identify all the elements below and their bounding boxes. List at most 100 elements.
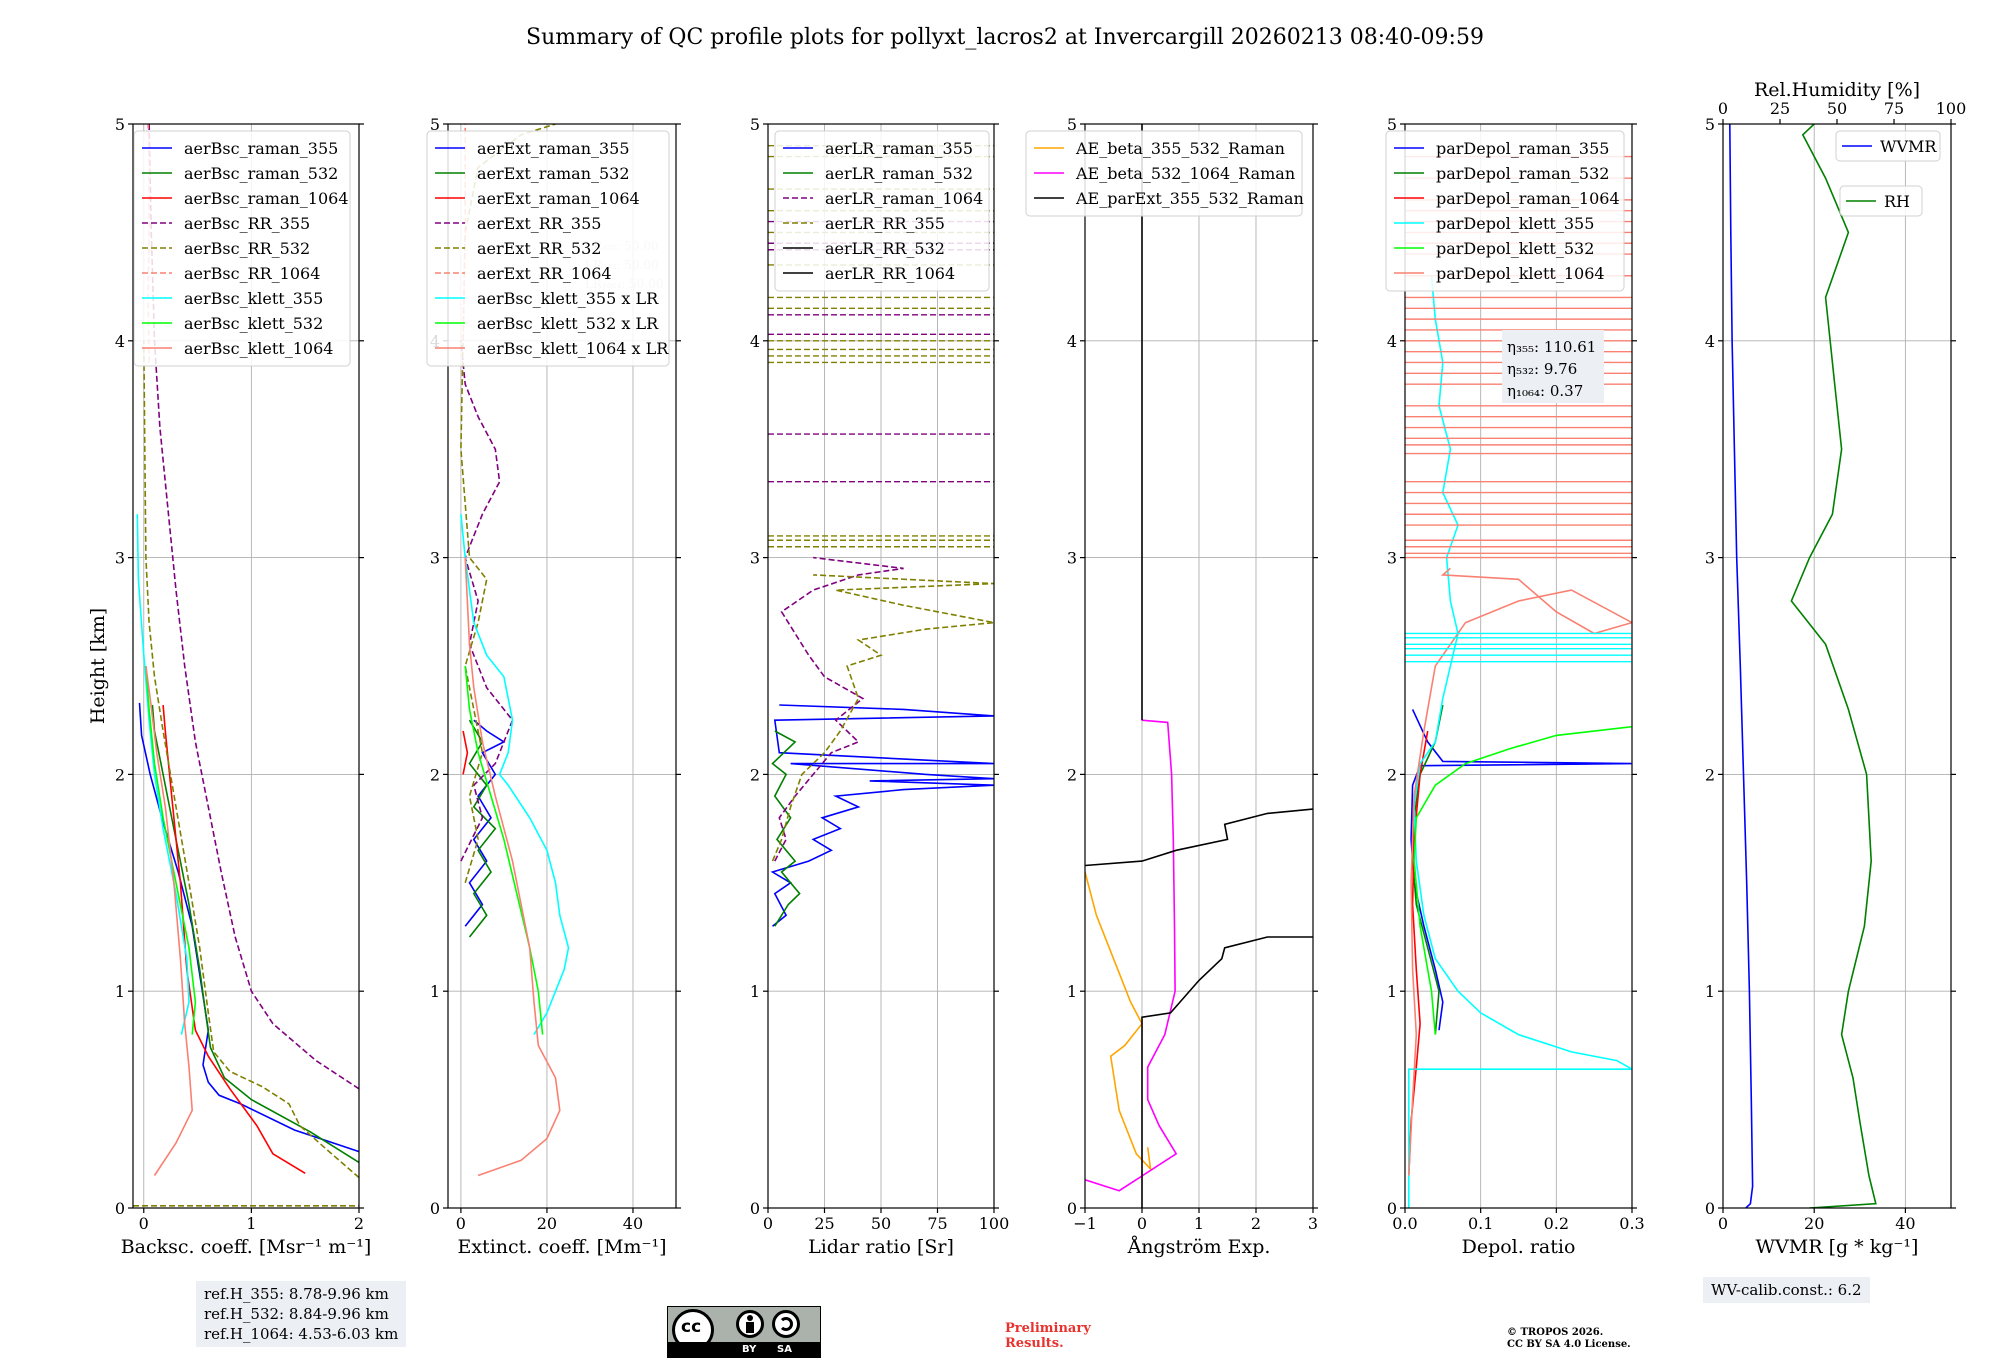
- x-tick-label: 50: [871, 1214, 891, 1233]
- y-tick-label: 4: [1067, 332, 1077, 351]
- legend-label: parDepol_klett_355: [1436, 214, 1594, 233]
- attribution-person-icon: [736, 1310, 764, 1338]
- x-tick-label: 2: [1251, 1214, 1261, 1233]
- axes-frame: [1404, 123, 1633, 1209]
- series-parDepol_klett_355: [1408, 275, 1632, 1208]
- panel-depolarization: 0.0 0.1 0.2 0.3 0 1 2 3 4 5 Depol. ratio η₃₅₅: 110.…: [1385, 115, 1645, 1258]
- x-tick-label: 100: [979, 1214, 1010, 1233]
- y-tick-label: 2: [115, 765, 125, 784]
- x-axis-label: WVMR [g * kg⁻¹]: [1756, 1236, 1919, 1258]
- depol-annotation-line: η₁₀₆₄: 0.37: [1507, 382, 1583, 400]
- x-axis-label: Ångström Exp.: [1127, 1236, 1271, 1258]
- series-aerBsc_klett_1064: [145, 665, 194, 1176]
- reference-heights-box: ref.H_355: 8.78-9.96 km ref.H_532: 8.84-…: [196, 1281, 407, 1347]
- legend-label: WVMR: [1880, 137, 1937, 156]
- legend-label: aerBsc_raman_532: [184, 164, 338, 183]
- x-tick-label: 1: [1194, 1214, 1204, 1233]
- license-by-label: BY: [742, 1344, 757, 1355]
- y-tick-label: 1: [1705, 982, 1715, 1001]
- x-axis-label: Lidar ratio [Sr]: [808, 1236, 954, 1258]
- reference-height-355: ref.H_355: 8.78-9.96 km: [204, 1285, 389, 1303]
- legend-label: aerExt_raman_1064: [477, 189, 640, 208]
- y-tick-label: 4: [750, 332, 760, 351]
- series-aerBsc_raman_355: [138, 702, 359, 1153]
- y-tick-label: 0: [1387, 1199, 1397, 1218]
- depol-annotation-line: η₅₃₂: 9.76: [1507, 360, 1577, 378]
- panel-backscatter: 0 1 2 0 1 2 3 4 5 Backsc. coeff. [Msr⁻¹ m⁻¹] Heigh…: [87, 115, 371, 1258]
- series-WVMR: [1729, 124, 1754, 1208]
- cc-by-sa-license-badge[interactable]: cc BY SA: [667, 1306, 821, 1358]
- axes-frame: [447, 123, 677, 1209]
- legend-label: aerExt_raman_355: [477, 139, 630, 158]
- legend-frame: [426, 130, 670, 367]
- series-RH: [1790, 124, 1877, 1208]
- y-tick-label: 0: [1705, 1199, 1715, 1218]
- series-AE_beta_532_1064_Raman: [1085, 719, 1178, 1192]
- y-tick-label: 5: [430, 115, 440, 134]
- legend-label: aerExt_RR_355: [477, 214, 601, 233]
- axes-frame: [132, 123, 360, 1209]
- legend-lidar_ratio: aerLR_raman_355 aerLR_raman_532 aerLR_rama…: [774, 130, 990, 292]
- y-axis-label: Height [km]: [87, 608, 109, 724]
- series-aerExt_raman_1064: [462, 730, 469, 775]
- x-tick-label: 0: [456, 1214, 466, 1233]
- y-tick-label: 3: [1067, 549, 1077, 568]
- share-alike-arc: [779, 1317, 793, 1331]
- top-x-tick-label: 25: [1770, 99, 1790, 118]
- series-aerBsc_klett_355: [136, 514, 190, 1035]
- top-x-tick-label: 75: [1884, 99, 1904, 118]
- series-AE_parExt_355_532_Raman: [1085, 808, 1313, 867]
- y-tick-label: 1: [1387, 982, 1397, 1001]
- y-tick-label: 1: [115, 982, 125, 1001]
- legend-label: parDepol_raman_1064: [1436, 189, 1620, 208]
- x-tick-label: 20: [537, 1214, 557, 1233]
- wv-calibration-constant: WV-calib.const.: 6.2: [1711, 1281, 1862, 1299]
- x-tick-label: 0: [1718, 1214, 1728, 1233]
- legend-label: aerBsc_klett_1064: [184, 339, 333, 358]
- y-tick-label: 4: [115, 332, 125, 351]
- legend-label: aerBsc_klett_532 x LR: [477, 314, 659, 333]
- copyright-line-2: CC BY SA 4.0 License.: [1507, 1339, 1631, 1350]
- legend-label: aerBsc_RR_532: [184, 239, 310, 258]
- x-tick-label: 0: [139, 1214, 149, 1233]
- y-tick-label: 2: [1705, 765, 1715, 784]
- person-head: [747, 1315, 753, 1321]
- preliminary-line-2: Results.: [1005, 1336, 1064, 1351]
- y-tick-label: 0: [115, 1199, 125, 1218]
- y-tick-label: 3: [1705, 549, 1715, 568]
- wv-calibration-box: WV-calib.const.: 6.2: [1703, 1277, 1870, 1303]
- y-tick-label: 5: [1705, 115, 1715, 134]
- license-badge-bar: [668, 1342, 820, 1357]
- y-tick-label: 5: [750, 115, 760, 134]
- top-x-tick-label: 100: [1936, 99, 1967, 118]
- legend-label: parDepol_raman_355: [1436, 139, 1609, 158]
- series-aerBsc_klett_1064 x LR: [464, 557, 561, 1177]
- series-aerBsc_raman_1064: [162, 704, 306, 1174]
- series-aerExt_raman_532: [468, 719, 497, 938]
- top-x-tick-label: 50: [1827, 99, 1847, 118]
- legend-frame: [133, 130, 351, 367]
- x-tick-label: 0.2: [1544, 1214, 1569, 1233]
- share-alike-icon: [772, 1310, 800, 1338]
- y-tick-label: 2: [750, 765, 760, 784]
- y-tick-label: 2: [1067, 765, 1077, 784]
- copyright-note: © TROPOS 2026. CC BY SA 4.0 License.: [1507, 1327, 1631, 1351]
- cc-logo-text: cc: [681, 1317, 702, 1337]
- x-tick-label: 0: [1137, 1214, 1147, 1233]
- series-AE_parExt_355_532_Raman_3: [1141, 936, 1313, 1208]
- legend-frame: [1025, 130, 1303, 217]
- legend-label: aerBsc_klett_1064 x LR: [477, 339, 669, 358]
- legend-label: RH: [1884, 192, 1910, 211]
- series-aerLR_raman_355: [770, 704, 994, 927]
- y-tick-label: 3: [430, 549, 440, 568]
- plot-area-water_vapor: [1729, 124, 1877, 1208]
- legend-angstrom: AE_beta_355_532_Raman AE_beta_532_1064_Ra…: [1025, 130, 1304, 217]
- legend-label: aerLR_RR_532: [825, 239, 945, 258]
- series-aerLR_RR_355: [774, 556, 904, 862]
- legend-frame: [774, 130, 990, 292]
- legend-label: aerBsc_klett_355 x LR: [477, 289, 659, 308]
- legend-label: aerLR_raman_532: [825, 164, 973, 183]
- top-x-axis-label: Rel.Humidity [%]: [1754, 79, 1920, 101]
